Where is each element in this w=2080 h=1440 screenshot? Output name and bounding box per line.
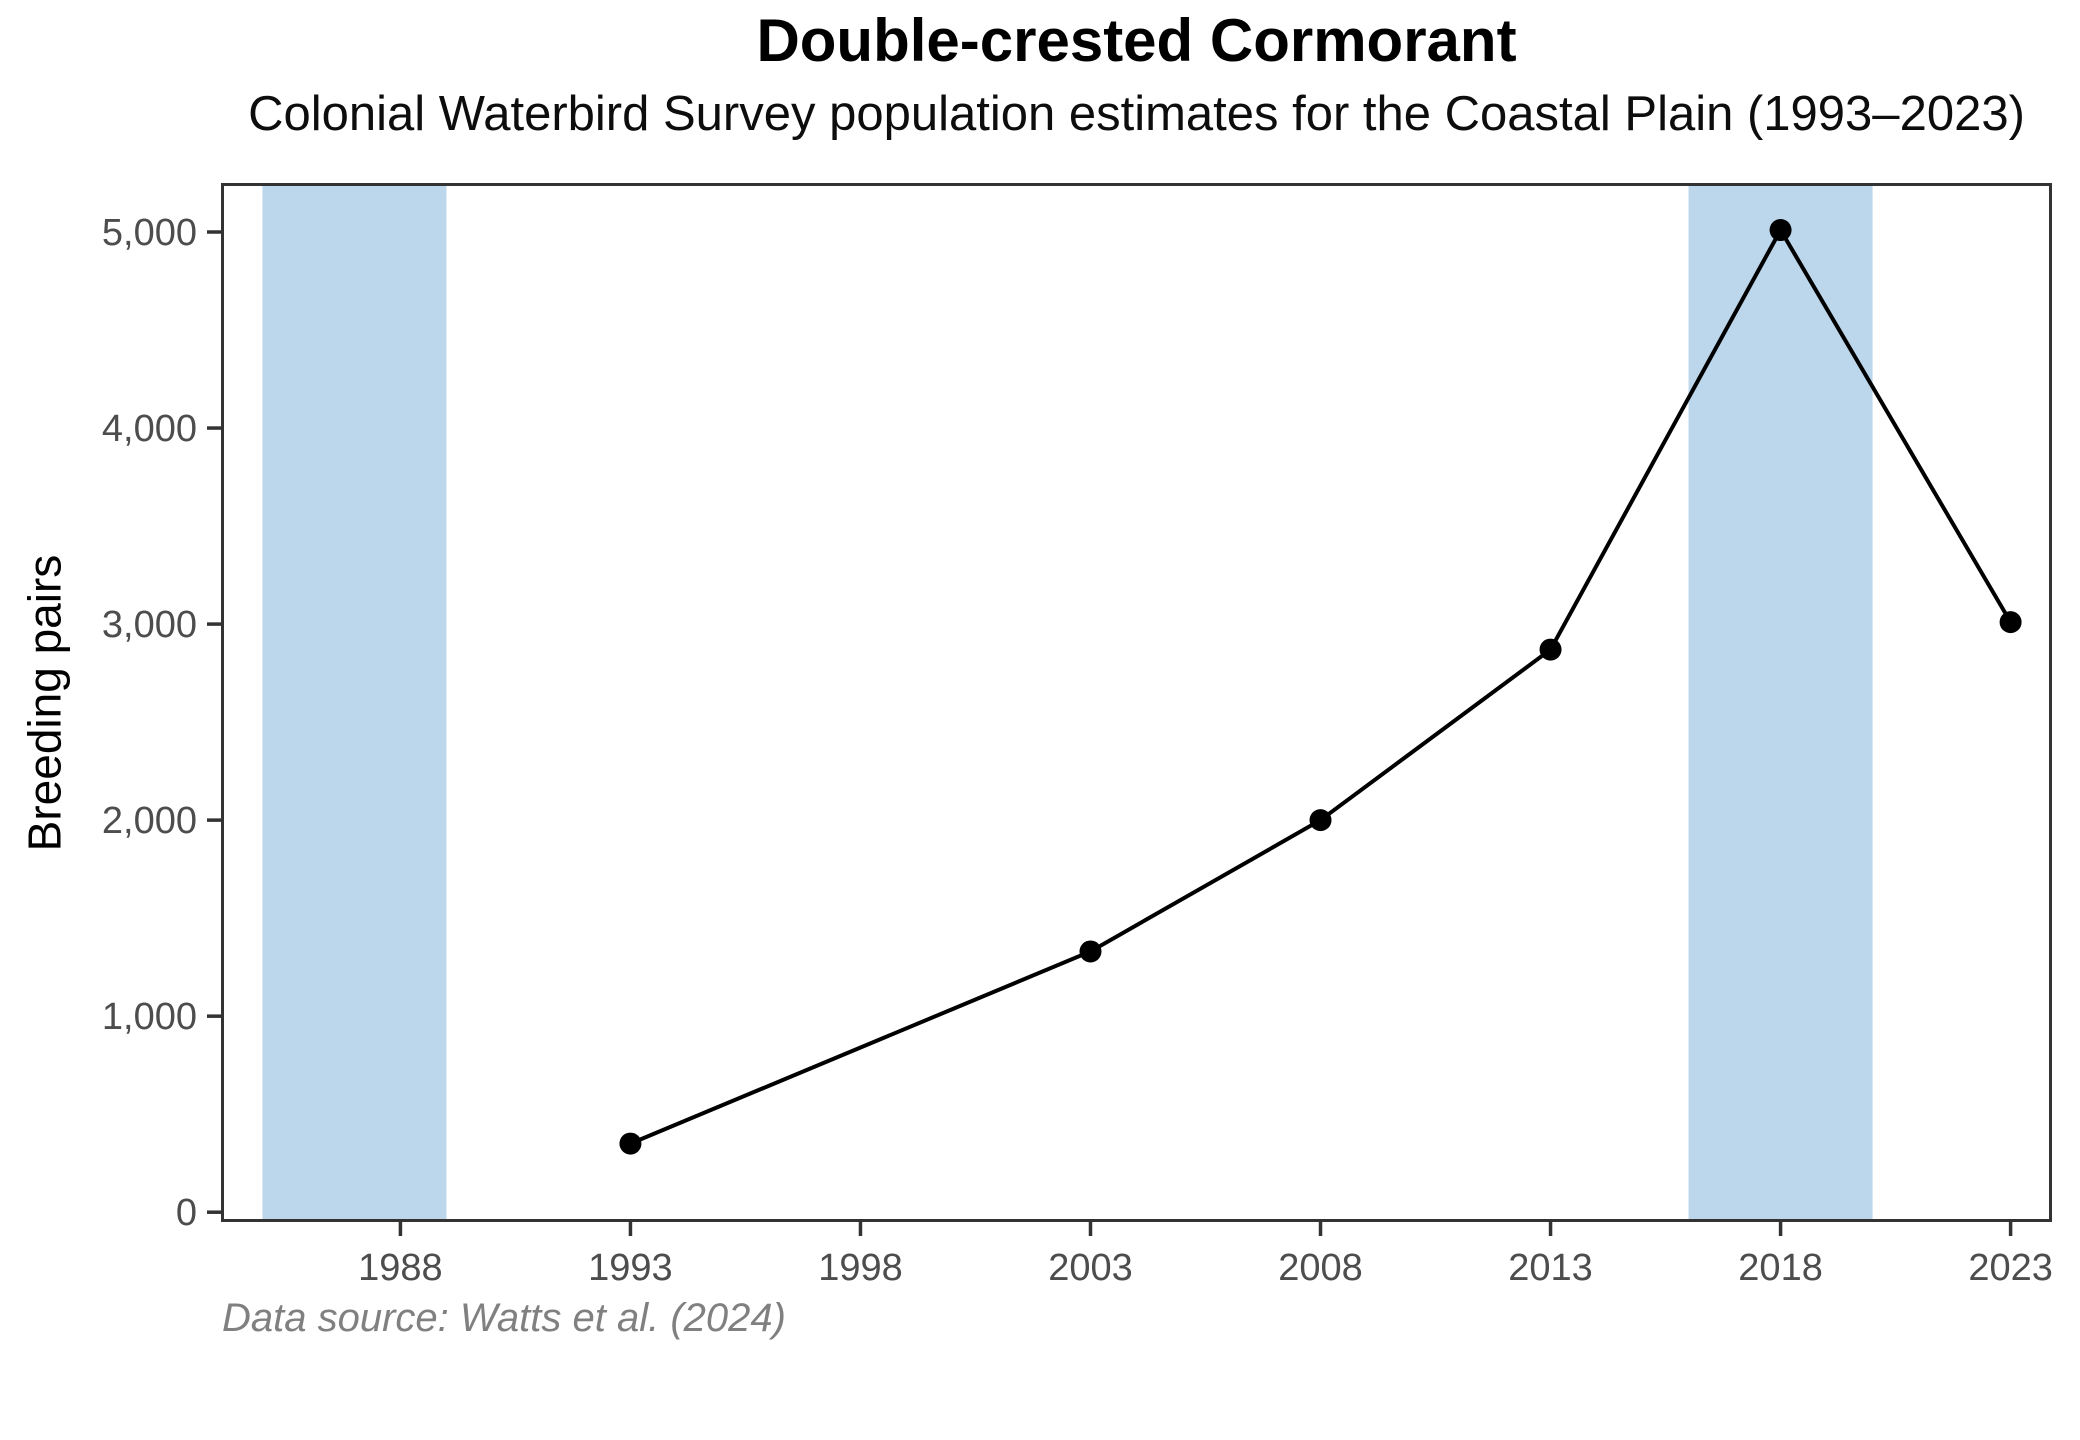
y-axis-title-container: Breeding pairs: [14, 183, 74, 1222]
y-tick-label: 1,000: [102, 996, 197, 1038]
x-tick-label: 2013: [1508, 1247, 1593, 1289]
series-line: [629, 225, 2013, 1146]
x-tick-label: 2023: [1968, 1247, 2053, 1289]
data-source-caption: Data source: Watts et al. (2024): [222, 1296, 786, 1340]
y-tick-label: 2,000: [102, 800, 197, 842]
data-point: [1079, 940, 1102, 963]
plot-panel: 1988 1993 1998 2003 2008 2013 2018 2023 0 1,000 2,…: [102, 183, 2053, 1289]
data-point: [1769, 219, 1792, 242]
x-tick-label: 1993: [588, 1247, 673, 1289]
y-tick-label: 5,000: [102, 212, 197, 254]
highlight-band: [262, 183, 447, 1222]
data-point: [1999, 611, 2022, 634]
highlight-band: [1688, 183, 1873, 1222]
x-tick-label: 1998: [818, 1247, 903, 1289]
y-tick-label: 4,000: [102, 408, 197, 450]
data-point: [1539, 638, 1562, 661]
y-tick-label: 0: [176, 1192, 197, 1234]
y-tick-label: 3,000: [102, 604, 197, 646]
data-point: [1309, 809, 1332, 832]
x-tick-label: 1988: [358, 1247, 443, 1289]
chart-title: Double-crested Cormorant: [756, 7, 1517, 74]
chart-subtitle: Colonial Waterbird Survey population est…: [248, 87, 2025, 141]
x-tick-label: 2008: [1278, 1247, 1363, 1289]
x-tick-label: 2018: [1738, 1247, 1823, 1289]
data-point: [619, 1132, 642, 1155]
panel-border: [221, 183, 2052, 1222]
line-chart: 1988 1993 1998 2003 2008 2013 2018 2023 0 1,000 2,…: [102, 183, 2053, 1289]
x-tick-label: 2003: [1048, 1247, 1133, 1289]
y-axis-title: Breeding pairs: [18, 554, 70, 851]
